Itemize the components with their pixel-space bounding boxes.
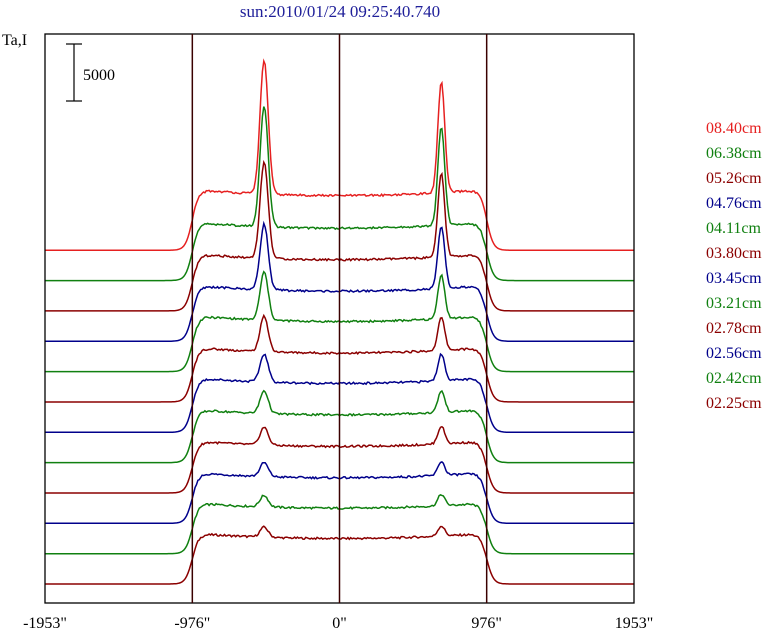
legend-entry: 02.25cm xyxy=(706,395,762,412)
x-tick-label: 976" xyxy=(471,615,502,632)
chart-title: sun:2010/01/24 09:25:40.740 xyxy=(239,2,441,21)
legend-entry: 02.56cm xyxy=(706,345,762,362)
vertical-reference-lines xyxy=(191,34,488,603)
legend-entry: 05.26cm xyxy=(706,170,762,187)
legend-entry: 06.38cm xyxy=(706,145,762,162)
scale-bar-label: 5000 xyxy=(83,67,115,84)
x-tick-label: 0" xyxy=(332,615,347,632)
legend-entry: 03.45cm xyxy=(706,270,762,287)
legend-entry: 08.40cm xyxy=(706,120,762,137)
legend-entry: 04.76cm xyxy=(706,195,762,212)
y-axis-label: Ta,I xyxy=(2,32,28,49)
x-tick-label: 1953" xyxy=(615,615,654,632)
legend-entry: 03.21cm xyxy=(706,295,762,312)
legend-entry: 02.78cm xyxy=(706,320,762,337)
scale-bar: 5000 xyxy=(66,43,115,102)
legend-entry: 02.42cm xyxy=(706,370,762,387)
legend: 08.40cm 06.38cm 05.26cm 04.76cm 04.11cm 03.80… xyxy=(706,116,778,416)
legend-entry: 03.80cm xyxy=(706,245,762,262)
x-tick-label: -1953" xyxy=(23,615,67,632)
x-tick-labels: -1953" -976" 0" 976" 1953" xyxy=(23,615,653,632)
legend-entry: 04.11cm xyxy=(706,220,761,237)
x-tick-label: -976" xyxy=(174,615,210,632)
